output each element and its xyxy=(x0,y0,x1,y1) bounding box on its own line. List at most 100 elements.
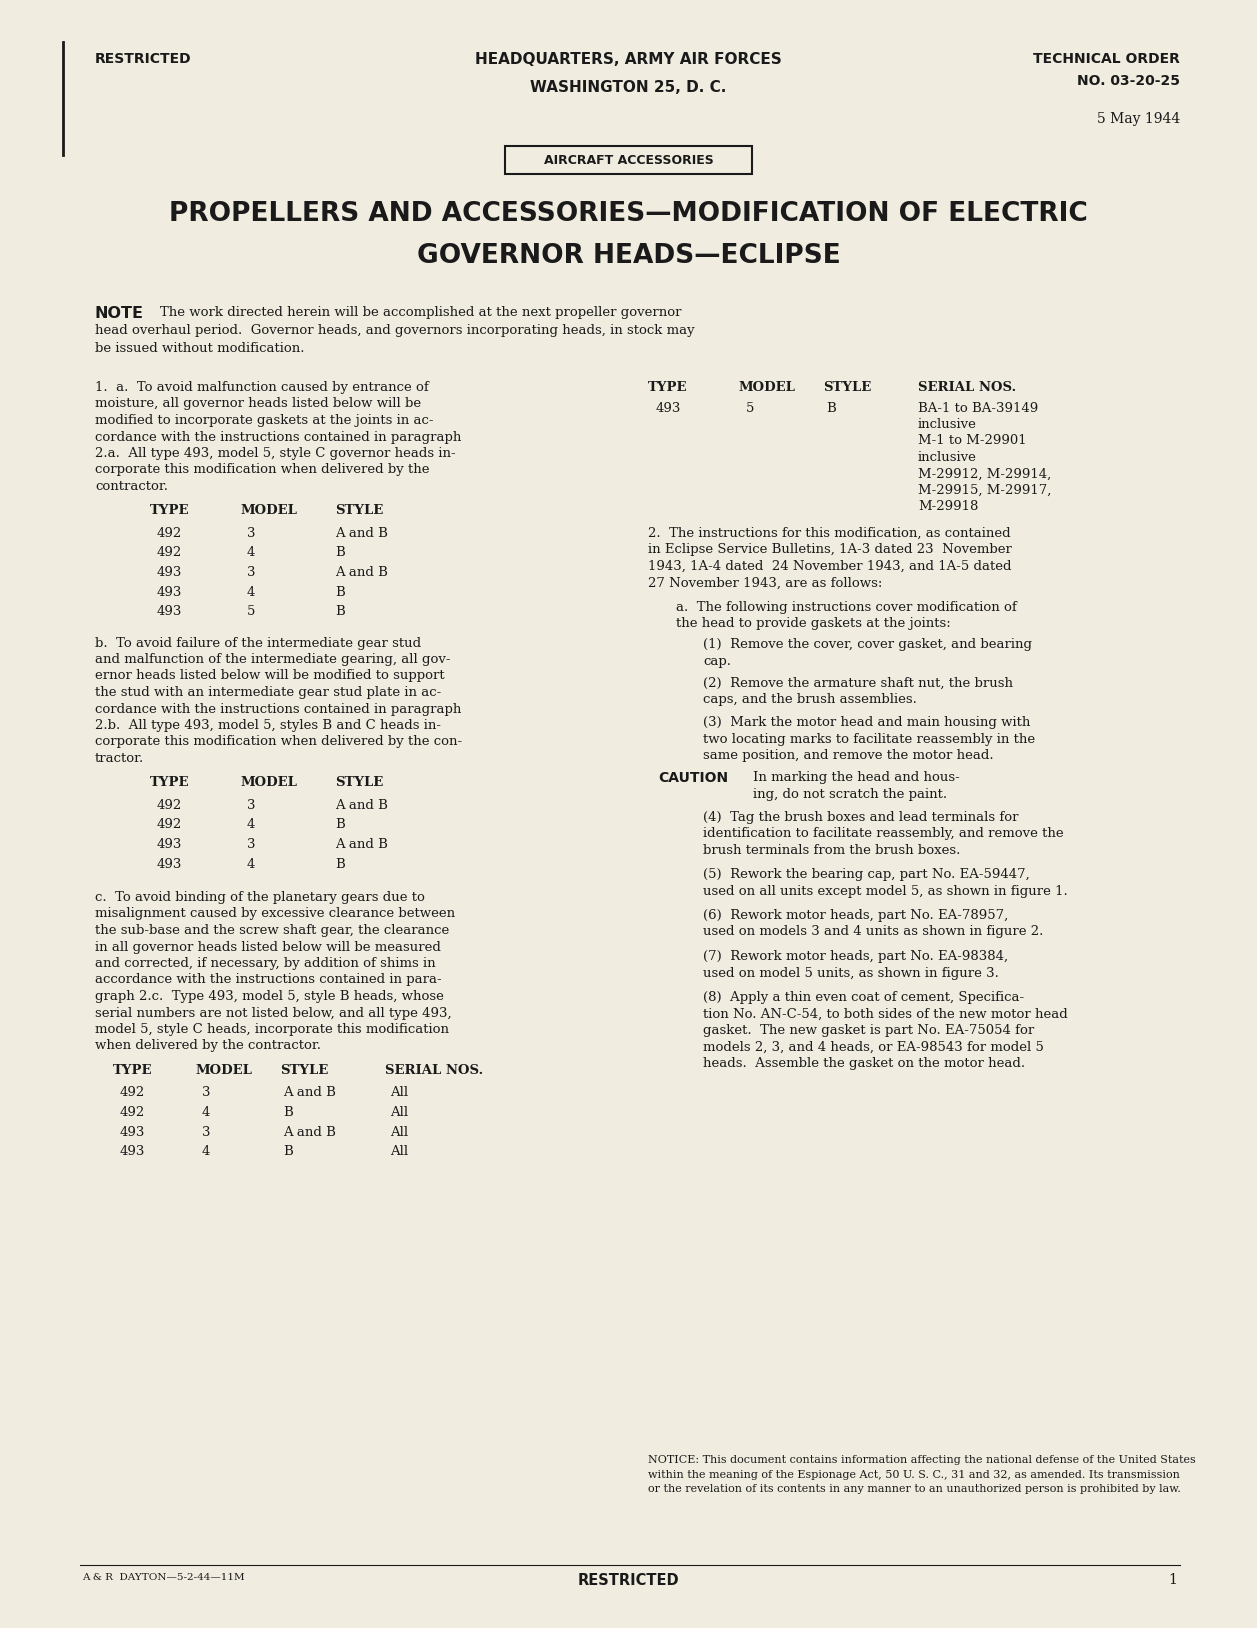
Text: B: B xyxy=(336,819,344,832)
Text: (4)  Tag the brush boxes and lead terminals for: (4) Tag the brush boxes and lead termina… xyxy=(703,811,1018,824)
Text: 2.b.  All type 493, model 5, styles B and C heads in-: 2.b. All type 493, model 5, styles B and… xyxy=(96,720,441,733)
Text: cordance with the instructions contained in paragraph: cordance with the instructions contained… xyxy=(96,430,461,443)
Text: when delivered by the contractor.: when delivered by the contractor. xyxy=(96,1040,321,1052)
Text: 4: 4 xyxy=(202,1144,210,1158)
Text: (5)  Rework the bearing cap, part No. EA-59447,: (5) Rework the bearing cap, part No. EA-… xyxy=(703,868,1029,881)
Text: inclusive: inclusive xyxy=(918,418,977,431)
Text: used on models 3 and 4 units as shown in figure 2.: used on models 3 and 4 units as shown in… xyxy=(703,925,1043,938)
Text: (3)  Mark the motor head and main housing with: (3) Mark the motor head and main housing… xyxy=(703,716,1031,729)
Text: RESTRICTED: RESTRICTED xyxy=(96,52,191,67)
Text: 492: 492 xyxy=(157,547,182,560)
Text: 3: 3 xyxy=(202,1125,210,1138)
Text: corporate this modification when delivered by the con-: corporate this modification when deliver… xyxy=(96,736,463,749)
Text: M-29918: M-29918 xyxy=(918,500,978,513)
Text: TECHNICAL ORDER: TECHNICAL ORDER xyxy=(1033,52,1180,67)
Text: used on all units except model 5, as shown in figure 1.: used on all units except model 5, as sho… xyxy=(703,884,1067,897)
Text: 492: 492 xyxy=(157,819,182,832)
Text: misalignment caused by excessive clearance between: misalignment caused by excessive clearan… xyxy=(96,907,455,920)
Text: same position, and remove the motor head.: same position, and remove the motor head… xyxy=(703,749,993,762)
Text: B: B xyxy=(336,586,344,599)
Text: B: B xyxy=(336,547,344,560)
Text: A and B: A and B xyxy=(283,1086,336,1099)
Text: 4: 4 xyxy=(246,858,255,871)
Text: 5: 5 xyxy=(745,402,754,415)
Text: 3: 3 xyxy=(246,799,255,812)
Text: A and B: A and B xyxy=(283,1125,336,1138)
Text: SERIAL NOS.: SERIAL NOS. xyxy=(385,1065,483,1078)
Text: the sub-base and the screw shaft gear, the clearance: the sub-base and the screw shaft gear, t… xyxy=(96,925,449,938)
Text: All: All xyxy=(390,1125,409,1138)
Text: gasket.  The new gasket is part No. EA-75054 for: gasket. The new gasket is part No. EA-75… xyxy=(703,1024,1035,1037)
Text: the head to provide gaskets at the joints:: the head to provide gaskets at the joint… xyxy=(676,617,950,630)
Text: 4: 4 xyxy=(246,547,255,560)
Text: the stud with an intermediate gear stud plate in ac-: the stud with an intermediate gear stud … xyxy=(96,685,441,698)
Text: models 2, 3, and 4 heads, or EA-98543 for model 5: models 2, 3, and 4 heads, or EA-98543 fo… xyxy=(703,1040,1043,1053)
Text: A and B: A and B xyxy=(336,527,388,540)
Text: 1943, 1A-4 dated  24 November 1943, and 1A-5 dated: 1943, 1A-4 dated 24 November 1943, and 1… xyxy=(649,560,1012,573)
Text: used on model 5 units, as shown in figure 3.: used on model 5 units, as shown in figur… xyxy=(703,967,999,980)
Text: NO. 03-20-25: NO. 03-20-25 xyxy=(1077,73,1180,88)
Text: serial numbers are not listed below, and all type 493,: serial numbers are not listed below, and… xyxy=(96,1006,451,1019)
Text: All: All xyxy=(390,1144,409,1158)
Text: B: B xyxy=(336,606,344,619)
Text: MODEL: MODEL xyxy=(240,777,297,790)
Text: NOTICE: This document contains information affecting the national defense of the: NOTICE: This document contains informati… xyxy=(649,1455,1195,1465)
Text: 4: 4 xyxy=(202,1105,210,1118)
Text: PROPELLERS AND ACCESSORIES—MODIFICATION OF ELECTRIC: PROPELLERS AND ACCESSORIES—MODIFICATION … xyxy=(170,200,1087,226)
Text: NOTE: NOTE xyxy=(96,306,145,321)
Text: caps, and the brush assemblies.: caps, and the brush assemblies. xyxy=(703,694,916,707)
Text: 493: 493 xyxy=(157,567,182,580)
Text: c.  To avoid binding of the planetary gears due to: c. To avoid binding of the planetary gea… xyxy=(96,891,425,904)
Text: (8)  Apply a thin even coat of cement, Specifica-: (8) Apply a thin even coat of cement, Sp… xyxy=(703,991,1024,1004)
Text: HEADQUARTERS, ARMY AIR FORCES: HEADQUARTERS, ARMY AIR FORCES xyxy=(475,52,782,67)
Text: (2)  Remove the armature shaft nut, the brush: (2) Remove the armature shaft nut, the b… xyxy=(703,677,1013,690)
Text: 2.a.  All type 493, model 5, style C governor heads in-: 2.a. All type 493, model 5, style C gove… xyxy=(96,448,455,461)
Text: All: All xyxy=(390,1086,409,1099)
Text: A & R  DAYTON—5-2-44—11M: A & R DAYTON—5-2-44—11M xyxy=(82,1573,245,1582)
Text: 5: 5 xyxy=(246,606,255,619)
Text: model 5, style C heads, incorporate this modification: model 5, style C heads, incorporate this… xyxy=(96,1022,449,1035)
Text: TYPE: TYPE xyxy=(649,381,688,394)
Text: B: B xyxy=(826,402,836,415)
Text: tractor.: tractor. xyxy=(96,752,145,765)
Text: TYPE: TYPE xyxy=(150,777,190,790)
Text: RESTRICTED: RESTRICTED xyxy=(578,1573,679,1587)
Text: moisture, all governor heads listed below will be: moisture, all governor heads listed belo… xyxy=(96,397,421,410)
Text: 3: 3 xyxy=(246,838,255,851)
Text: CAUTION: CAUTION xyxy=(657,772,728,785)
Text: WASHINGTON 25, D. C.: WASHINGTON 25, D. C. xyxy=(530,80,727,94)
Text: inclusive: inclusive xyxy=(918,451,977,464)
Text: 1: 1 xyxy=(1168,1573,1177,1587)
Text: 492: 492 xyxy=(119,1105,146,1118)
Text: STYLE: STYLE xyxy=(336,777,383,790)
Text: a.  The following instructions cover modification of: a. The following instructions cover modi… xyxy=(676,601,1017,614)
Text: or the revelation of its contents in any manner to an unauthorized person is pro: or the revelation of its contents in any… xyxy=(649,1485,1180,1495)
Text: (6)  Rework motor heads, part No. EA-78957,: (6) Rework motor heads, part No. EA-7895… xyxy=(703,908,1008,921)
Text: 3: 3 xyxy=(246,567,255,580)
Text: ernor heads listed below will be modified to support: ernor heads listed below will be modifie… xyxy=(96,669,445,682)
Text: MODEL: MODEL xyxy=(240,505,297,518)
Text: STYLE: STYLE xyxy=(823,381,871,394)
Text: 493: 493 xyxy=(157,858,182,871)
Text: MODEL: MODEL xyxy=(195,1065,251,1078)
Text: 3: 3 xyxy=(246,527,255,540)
Text: (7)  Rework motor heads, part No. EA-98384,: (7) Rework motor heads, part No. EA-9838… xyxy=(703,951,1008,964)
Text: and corrected, if necessary, by addition of shims in: and corrected, if necessary, by addition… xyxy=(96,957,436,970)
Text: two locating marks to facilitate reassembly in the: two locating marks to facilitate reassem… xyxy=(703,733,1035,746)
Text: contractor.: contractor. xyxy=(96,480,168,493)
Text: modified to incorporate gaskets at the joints in ac-: modified to incorporate gaskets at the j… xyxy=(96,414,434,427)
Text: identification to facilitate reassembly, and remove the: identification to facilitate reassembly,… xyxy=(703,827,1063,840)
Text: head overhaul period.  Governor heads, and governors incorporating heads, in sto: head overhaul period. Governor heads, an… xyxy=(96,324,695,337)
Text: within the meaning of the Espionage Act, 50 U. S. C., 31 and 32, as amended. Its: within the meaning of the Espionage Act,… xyxy=(649,1470,1180,1480)
Text: In marking the head and hous-: In marking the head and hous- xyxy=(753,772,960,785)
Text: 27 November 1943, are as follows:: 27 November 1943, are as follows: xyxy=(649,576,882,589)
Text: STYLE: STYLE xyxy=(280,1065,328,1078)
Text: be issued without modification.: be issued without modification. xyxy=(96,342,304,355)
Text: TYPE: TYPE xyxy=(150,505,190,518)
Text: M-29915, M-29917,: M-29915, M-29917, xyxy=(918,484,1051,497)
Text: 493: 493 xyxy=(656,402,681,415)
Text: 4: 4 xyxy=(246,819,255,832)
Text: accordance with the instructions contained in para-: accordance with the instructions contain… xyxy=(96,974,441,987)
Text: 5 May 1944: 5 May 1944 xyxy=(1097,112,1180,125)
Text: and malfunction of the intermediate gearing, all gov-: and malfunction of the intermediate gear… xyxy=(96,653,450,666)
